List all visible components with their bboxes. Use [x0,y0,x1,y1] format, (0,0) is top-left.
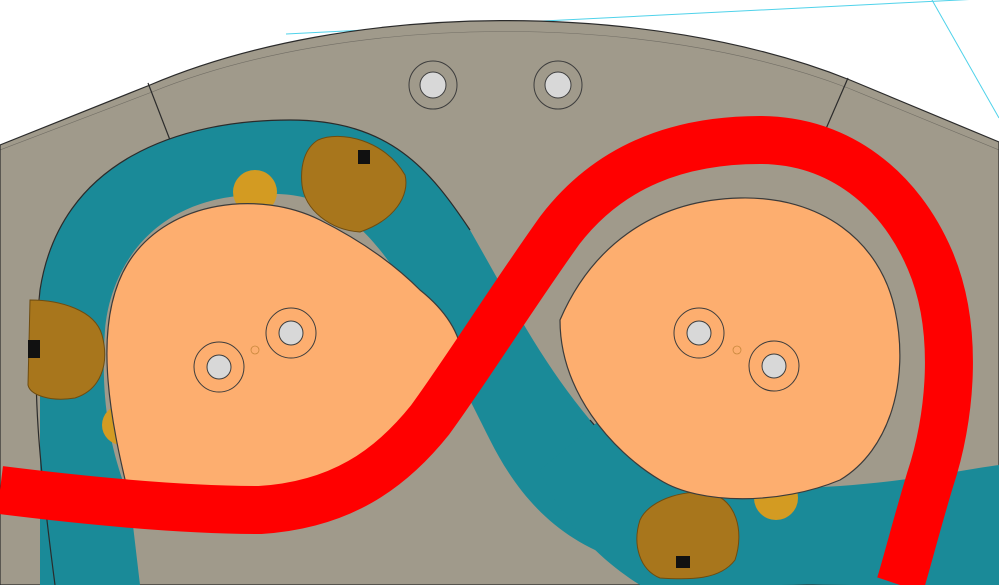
roller [233,170,277,214]
carrier-notch [28,340,40,358]
carrier-block [27,299,106,400]
cam-bolt-hole [748,340,800,392]
carrier-notch [358,150,370,164]
track-outer-edge [39,119,471,291]
carrier-block [301,135,407,233]
highlighted-path [0,116,973,585]
cam-bolt-hole [265,307,317,359]
carrier-block [636,491,740,580]
right-cam-lobe [559,197,901,500]
housing-seam [147,82,171,141]
housing-rim-line [0,31,999,151]
figure-eight-track [40,120,999,585]
mount-hole [408,60,458,110]
carrier-notch [676,556,690,568]
cam-bolt-hole [673,307,725,359]
cam-bolt-hole [193,341,245,393]
construction-line [931,0,999,119]
mount-hole [533,60,583,110]
cam-center-mark [732,345,742,355]
cam-center-mark [250,345,260,355]
